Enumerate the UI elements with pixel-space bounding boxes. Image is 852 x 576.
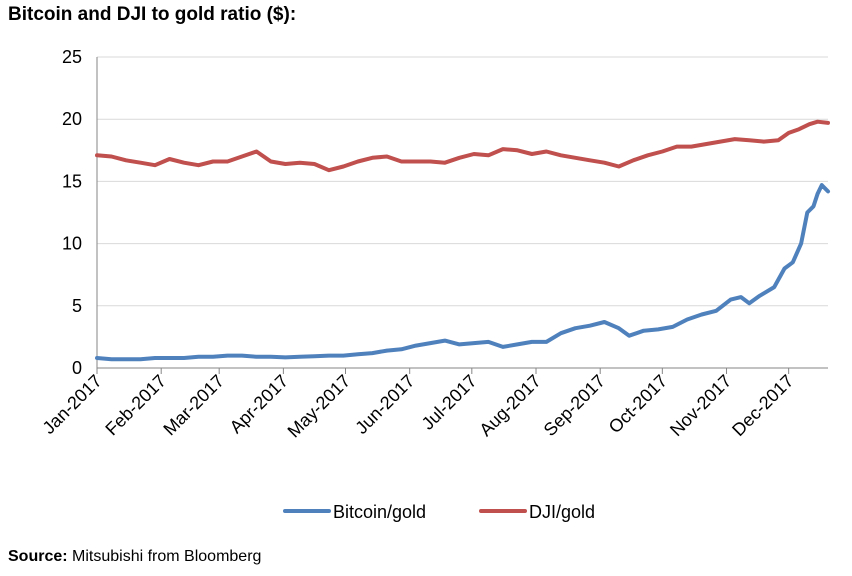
- x-tick-label: Jul-2017: [418, 371, 481, 434]
- x-tick-label: Nov-2017: [666, 371, 735, 440]
- x-tick-label: Feb-2017: [101, 371, 170, 440]
- series-line-dji-gold: [95, 119, 830, 173]
- x-tick-label: May-2017: [284, 371, 355, 442]
- gridlines: [97, 56, 828, 307]
- y-tick-label: 20: [62, 109, 82, 129]
- y-tick-label: 10: [62, 234, 82, 254]
- y-tick-label: 5: [72, 296, 82, 316]
- source-text: Mitsubishi from Bloomberg: [72, 548, 262, 565]
- legend: Bitcoin/gold DJI/gold: [283, 502, 595, 522]
- y-tick-label: 0: [72, 358, 82, 378]
- chart-title: Bitcoin and DJI to gold ratio ($):: [8, 4, 297, 25]
- y-tick-label: 15: [62, 171, 82, 191]
- series-line-bitcoin-gold: [95, 183, 830, 362]
- y-tick-label: 25: [62, 47, 82, 67]
- source-label: Source:: [8, 548, 68, 565]
- x-tick-label: Mar-2017: [159, 371, 228, 440]
- legend-label-bitcoin-gold: Bitcoin/gold: [333, 502, 426, 522]
- x-tick-label: Jun-2017: [351, 371, 418, 438]
- legend-label-dji-gold: DJI/gold: [529, 502, 595, 522]
- x-tick-label: Jan-2017: [39, 371, 106, 438]
- source-note: Source: Mitsubishi from Bloomberg: [8, 548, 261, 566]
- series-lines: [95, 119, 830, 362]
- x-tick-label: Dec-2017: [728, 371, 797, 440]
- x-tick-label: Aug-2017: [475, 371, 544, 440]
- axes: 0 5 10 15 20 25 Jan-2017Feb-2017Mar-2017Apr-20…: [39, 47, 828, 441]
- x-tick-label: Oct-2017: [605, 371, 672, 438]
- x-tick-label: Apr-2017: [226, 371, 293, 438]
- x-tick-label: Sep-2017: [540, 371, 609, 440]
